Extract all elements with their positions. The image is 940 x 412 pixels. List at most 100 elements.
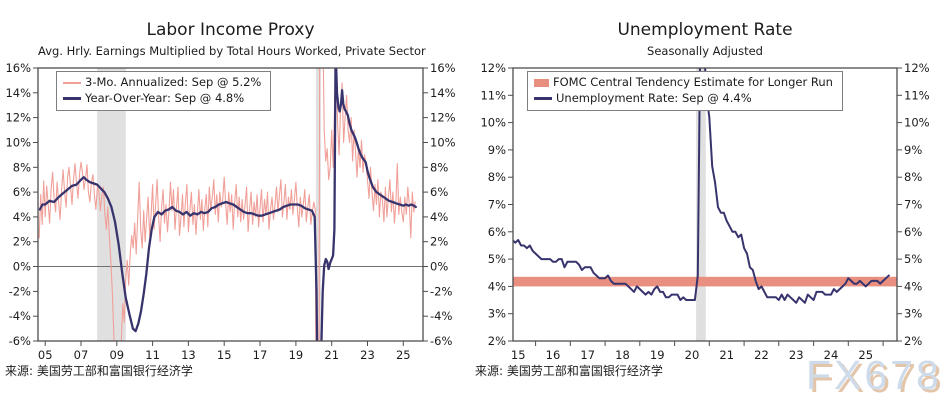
y-tick-label: 10% bbox=[5, 136, 31, 150]
y-tick-label: -2% bbox=[430, 284, 452, 298]
chart-title: Labor Income Proxy bbox=[146, 20, 315, 40]
y-tick-label: 8% bbox=[488, 170, 506, 184]
recession-band bbox=[696, 68, 706, 341]
x-tick-label: 24 bbox=[824, 348, 839, 362]
x-tick-label: 05 bbox=[38, 348, 53, 362]
series-line-year-over-year bbox=[38, 68, 417, 341]
x-tick-label: 09 bbox=[109, 348, 124, 362]
legend-item: Unemployment Rate: Sep @ 4.4% bbox=[534, 91, 833, 106]
x-tick-label: 11 bbox=[145, 348, 160, 362]
y-tick-label: 0% bbox=[430, 260, 448, 274]
plot-frame bbox=[37, 67, 424, 342]
fomc-central-tendency-band bbox=[513, 276, 897, 287]
x-tick-label: 21 bbox=[719, 348, 734, 362]
x-tick-label: 25 bbox=[396, 348, 411, 362]
y-tick-label: 4% bbox=[904, 279, 922, 293]
y-tick-label: 4% bbox=[488, 279, 506, 293]
legend-label: Year-Over-Year: Sep @ 4.8% bbox=[85, 91, 245, 105]
y-tick-label: 8% bbox=[13, 160, 31, 174]
x-tick-label: 07 bbox=[74, 348, 89, 362]
y-tick-label: 4% bbox=[13, 210, 31, 224]
y-tick-label: 8% bbox=[430, 160, 448, 174]
y-tick-label: 16% bbox=[5, 61, 31, 75]
y-tick-label: 3% bbox=[488, 307, 506, 321]
unemployment-plot: 12% 12% 11% 11% 10% 10% 9% 9% 8% 8% 7% 7% 6% 6% 5% 5% 4%… bbox=[480, 61, 930, 362]
series-line-3-mo-annualized bbox=[38, 68, 416, 341]
y-tick-label: 2% bbox=[430, 235, 448, 249]
x-tick-label: 25 bbox=[858, 348, 873, 362]
legend-item: 3-Mo. Annualized: Sep @ 5.2% bbox=[63, 75, 261, 90]
legend-item: Year-Over-Year: Sep @ 4.8% bbox=[63, 91, 261, 106]
chart-panel-unemployment: Unemployment Rate Seasonally Adjusted 12… bbox=[470, 0, 940, 412]
recession-band bbox=[315, 68, 321, 341]
x-tick-label: 21 bbox=[324, 348, 339, 362]
y-tick-label: 12% bbox=[5, 111, 31, 125]
x-tick-label: 17 bbox=[580, 348, 595, 362]
y-tick-label: 8% bbox=[904, 170, 922, 184]
y-tick-label: 9% bbox=[488, 143, 506, 157]
x-tick-label: 23 bbox=[360, 348, 375, 362]
y-tick-label: 6% bbox=[13, 185, 31, 199]
y-tick-label: -4% bbox=[430, 309, 452, 323]
y-tick-label: 6% bbox=[430, 185, 448, 199]
y-tick-label: 11% bbox=[904, 88, 930, 102]
y-tick-label: -6% bbox=[9, 334, 31, 348]
y-tick-label: -2% bbox=[9, 284, 31, 298]
series-group bbox=[513, 68, 890, 304]
y-tick-label: 0% bbox=[13, 260, 31, 274]
x-tick-label: 16 bbox=[546, 348, 561, 362]
legend: FOMC Central Tendency Estimate for Longe… bbox=[527, 71, 843, 111]
y-tick-label: 10% bbox=[430, 136, 456, 150]
x-tick-label: 18 bbox=[615, 348, 630, 362]
x-tick-label: 23 bbox=[789, 348, 804, 362]
y-tick-label: 12% bbox=[904, 61, 930, 75]
y-tick-label: 2% bbox=[904, 334, 922, 348]
legend-band-swatch bbox=[534, 78, 549, 87]
legend-line-swatch bbox=[63, 81, 81, 84]
y-tick-label: 9% bbox=[904, 143, 922, 157]
y-tick-label: 7% bbox=[904, 198, 922, 212]
x-tick-label: 17 bbox=[253, 348, 268, 362]
source-note: 来源: 美国劳工部和富国银行经济学 bbox=[475, 364, 663, 378]
source-note: 来源: 美国劳工部和富国银行经济学 bbox=[5, 364, 193, 378]
y-tick-label: 12% bbox=[480, 61, 506, 75]
x-tick-label: 19 bbox=[289, 348, 304, 362]
x-tick-label: 15 bbox=[217, 348, 232, 362]
legend-item: FOMC Central Tendency Estimate for Longe… bbox=[534, 75, 833, 90]
y-tick-label: 5% bbox=[904, 252, 922, 266]
legend-label: 3-Mo. Annualized: Sep @ 5.2% bbox=[85, 75, 262, 89]
legend-line-swatch bbox=[63, 97, 81, 100]
legend: 3-Mo. Annualized: Sep @ 5.2% Year-Over-Ye… bbox=[56, 71, 272, 111]
y-tick-label: -6% bbox=[430, 334, 452, 348]
x-tick-label: 22 bbox=[754, 348, 769, 362]
chart-panel-labor-income: Labor Income Proxy Avg. Hrly. Earnings M… bbox=[5, 20, 456, 378]
x-tick-label: 13 bbox=[181, 348, 196, 362]
x-tick-label: 19 bbox=[650, 348, 665, 362]
fx678-watermark: FX678 bbox=[806, 352, 940, 398]
y-tick-label: 2% bbox=[488, 334, 506, 348]
legend-line-swatch bbox=[534, 97, 552, 100]
y-tick-label: 10% bbox=[480, 116, 506, 130]
y-tick-label: 16% bbox=[430, 61, 456, 75]
labor-income-plot: 16% 16% 14% 14% 12% 12% 10% 10% 8% 8% 6% 6% 4% 4% 2% 2%… bbox=[5, 61, 456, 362]
y-tick-label: 6% bbox=[488, 225, 506, 239]
y-tick-label: 10% bbox=[904, 116, 930, 130]
y-tick-label: 7% bbox=[488, 198, 506, 212]
y-tick-label: 4% bbox=[430, 210, 448, 224]
y-tick-label: 11% bbox=[480, 88, 506, 102]
series-group bbox=[38, 68, 417, 341]
chart-subtitle: Seasonally Adjusted bbox=[647, 44, 763, 58]
x-tick-label: 15 bbox=[511, 348, 526, 362]
legend-label: Unemployment Rate: Sep @ 4.4% bbox=[556, 91, 752, 105]
y-tick-label: -4% bbox=[9, 309, 31, 323]
y-tick-label: 3% bbox=[904, 307, 922, 321]
chart-subtitle: Avg. Hrly. Earnings Multiplied by Total … bbox=[38, 44, 426, 58]
y-tick-label: 2% bbox=[13, 235, 31, 249]
series-line-unemployment-rate bbox=[513, 68, 890, 304]
y-tick-label: 12% bbox=[430, 111, 456, 125]
y-tick-label: 14% bbox=[430, 86, 456, 100]
y-tick-label: 5% bbox=[488, 252, 506, 266]
y-tick-label: 6% bbox=[904, 225, 922, 239]
y-tick-label: 14% bbox=[5, 86, 31, 100]
